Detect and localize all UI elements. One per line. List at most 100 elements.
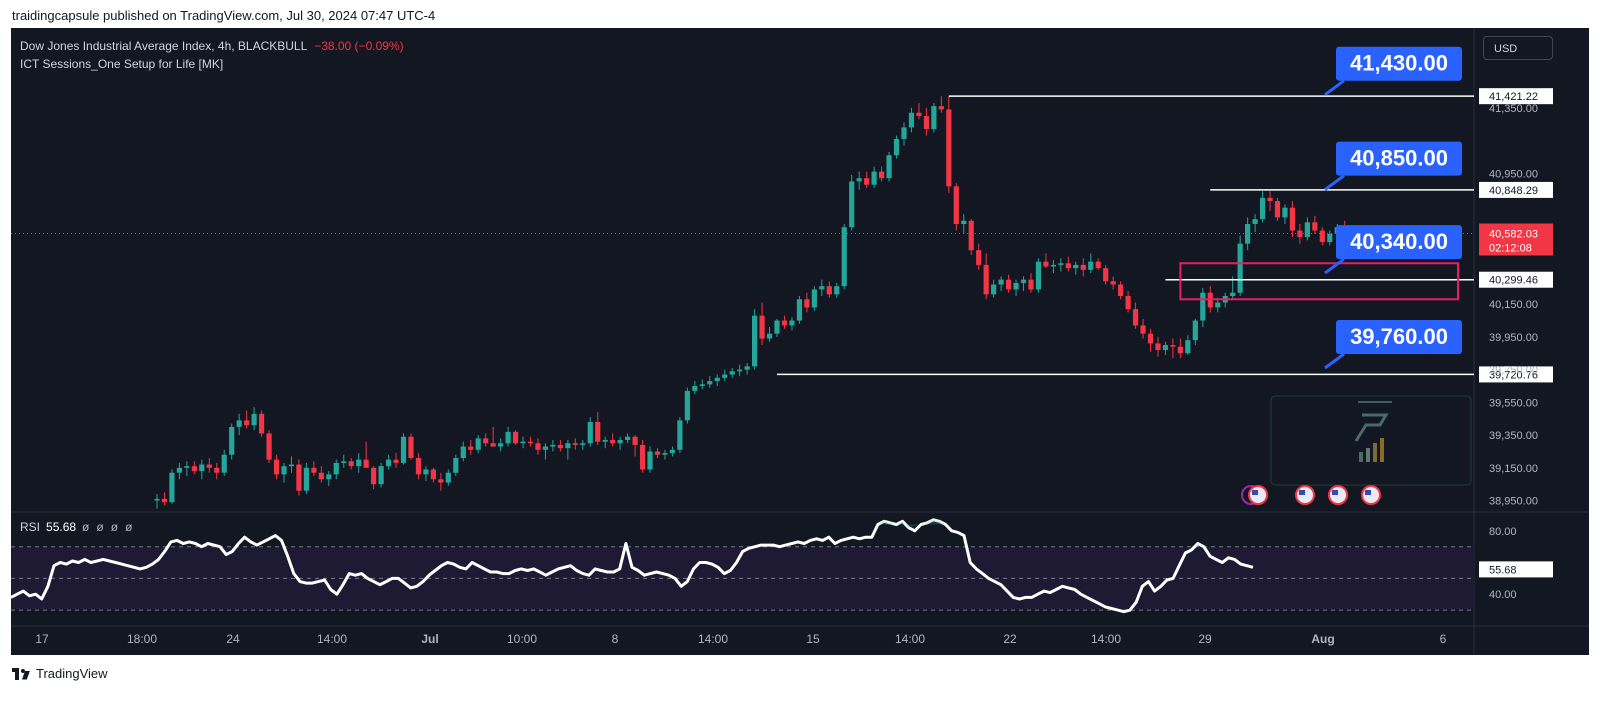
- candle: [722, 374, 728, 378]
- candle: [415, 458, 422, 475]
- candle: [572, 443, 578, 445]
- candle: [759, 315, 765, 339]
- rsi-placeholder: ø: [125, 520, 133, 534]
- candle: [169, 472, 175, 503]
- level-price-tag: [1479, 88, 1553, 105]
- time-tick-label: 6: [1440, 632, 1447, 646]
- rsi-placeholder: ø: [96, 520, 104, 534]
- axis-layer: 41,350.00 40,950.00 40,150.00 39,950.00 39,7…: [35, 103, 1553, 646]
- candle: [460, 446, 466, 458]
- candle: [744, 366, 750, 370]
- candle: [946, 109, 952, 187]
- candle: [542, 446, 549, 450]
- candle: [408, 436, 414, 458]
- candle: [632, 436, 638, 445]
- event-flags[interactable]: [1241, 485, 1381, 505]
- tradingview-logo[interactable]: TradingView: [12, 666, 108, 681]
- candle: [206, 464, 212, 468]
- candle: [385, 459, 392, 467]
- rsi-layer: [10, 518, 1474, 614]
- tradingview-logo-text: TradingView: [36, 666, 108, 681]
- candle: [916, 112, 922, 116]
- zone-box: [1179, 262, 1459, 301]
- candle: [505, 431, 511, 444]
- callout-box: [1336, 320, 1462, 354]
- chart-title[interactable]: Dow Jones Industrial Average Index, 4h, …: [20, 39, 307, 53]
- callout-pointer: [1324, 257, 1345, 275]
- candle: [1230, 292, 1236, 296]
- candle: [400, 436, 407, 463]
- candle: [520, 441, 526, 444]
- candle: [908, 112, 915, 128]
- candle: [602, 440, 608, 442]
- candle: [938, 106, 944, 110]
- candle: [729, 371, 735, 375]
- level-price-label: 39,720.76: [1489, 369, 1538, 381]
- price-tick-label: 39,350.00: [1489, 430, 1538, 442]
- candle: [244, 420, 250, 426]
- candle: [684, 390, 690, 421]
- chart-title-row[interactable]: Dow Jones Industrial Average Index, 4h, …: [20, 39, 404, 53]
- candle: [288, 464, 295, 467]
- candle: [1095, 261, 1101, 269]
- candle: [199, 464, 205, 472]
- rsi-value-tag-label: 55.68: [1489, 564, 1517, 576]
- candle: [251, 413, 257, 426]
- candle: [796, 299, 803, 321]
- rsi-overbought-fill: [877, 519, 946, 528]
- time-tick-label: 14:00: [1091, 632, 1121, 646]
- candle: [348, 461, 354, 467]
- candle: [1259, 197, 1266, 220]
- candle: [1073, 264, 1079, 269]
- candle: [565, 443, 571, 449]
- candle: [849, 181, 855, 228]
- candle: [311, 467, 317, 473]
- candle: [766, 333, 773, 339]
- candle: [1215, 302, 1221, 308]
- callout-label: 41,430.00: [1350, 51, 1448, 76]
- candle: [1050, 264, 1056, 267]
- candle: [625, 436, 631, 440]
- candle: [1088, 261, 1094, 270]
- candle: [550, 444, 556, 447]
- candle: [1304, 222, 1310, 238]
- candle: [356, 459, 362, 467]
- candle: [654, 451, 661, 455]
- price-tick-label: 40,950.00: [1489, 168, 1538, 180]
- candle: [512, 431, 519, 444]
- candle: [333, 462, 339, 475]
- candle: [1312, 222, 1318, 231]
- candle: [841, 227, 847, 287]
- last-price-label: 40,582.03: [1489, 228, 1538, 240]
- candle: [1132, 309, 1139, 326]
- candle: [752, 315, 758, 367]
- rsi-header[interactable]: RSI 55.68 ø ø ø ø: [20, 520, 139, 534]
- candle: [161, 498, 168, 503]
- candle: [893, 138, 900, 156]
- candle: [214, 467, 220, 473]
- indicator-label[interactable]: ICT Sessions_One Setup for Life [MK]: [20, 57, 224, 71]
- candle: [1043, 261, 1049, 267]
- candle: [1252, 219, 1258, 224]
- candle: [557, 444, 563, 449]
- candle: [221, 454, 227, 473]
- candle: [1327, 233, 1333, 242]
- candle: [1058, 263, 1064, 265]
- level-price-label: 40,299.46: [1489, 275, 1538, 287]
- time-tick-label: 29: [1198, 632, 1212, 646]
- candle: [1065, 263, 1071, 269]
- candle: [303, 467, 309, 491]
- currency-button[interactable]: USD: [1483, 36, 1553, 60]
- rsi-line: [10, 518, 1254, 614]
- candle: [737, 369, 743, 372]
- candle: [176, 467, 183, 473]
- candle: [535, 443, 541, 450]
- candle: [378, 466, 384, 485]
- price-tick-label: 39,150.00: [1489, 463, 1538, 475]
- candle: [1289, 207, 1296, 231]
- candle: [1237, 243, 1243, 293]
- candle: [430, 469, 436, 480]
- candle: [998, 279, 1004, 285]
- candle: [266, 433, 272, 460]
